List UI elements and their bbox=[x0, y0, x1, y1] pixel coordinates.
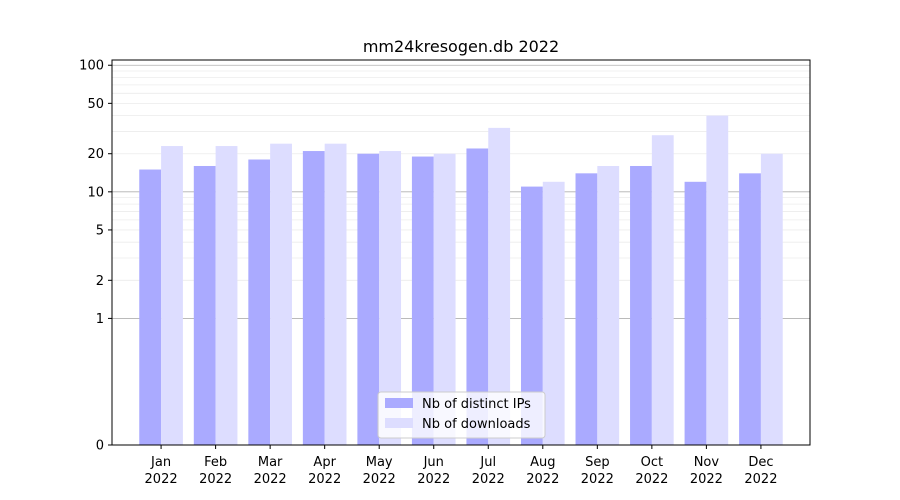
y-tick-label: 50 bbox=[87, 97, 104, 112]
chart-title: mm24kresogen.db 2022 bbox=[363, 37, 559, 56]
bar-distinct-ips bbox=[357, 153, 380, 446]
y-axis: 0 1 2 5 10 20 50 100 bbox=[79, 59, 112, 454]
x-tick-label-year: 2022 bbox=[472, 472, 505, 487]
x-tick-label-month: Aug bbox=[530, 455, 555, 470]
legend-label: Nb of downloads bbox=[422, 417, 531, 432]
bar-downloads bbox=[324, 143, 347, 445]
x-tick-label-month: Jan bbox=[150, 455, 171, 470]
bar-downloads bbox=[215, 146, 238, 445]
x-tick-label-year: 2022 bbox=[417, 472, 450, 487]
legend-swatch bbox=[385, 418, 413, 428]
x-tick-label-month: May bbox=[366, 455, 393, 470]
bar-distinct-ips bbox=[739, 173, 761, 445]
x-tick-label-month: Nov bbox=[694, 455, 720, 470]
y-tick-label: 20 bbox=[87, 147, 104, 162]
y-tick-label: 1 bbox=[96, 312, 104, 327]
x-tick-label-year: 2022 bbox=[526, 472, 559, 487]
bar-distinct-ips bbox=[411, 156, 434, 446]
x-tick-label-year: 2022 bbox=[744, 472, 777, 487]
bars bbox=[139, 115, 783, 446]
legend-label: Nb of distinct IPs bbox=[422, 397, 531, 412]
bar-downloads bbox=[488, 127, 511, 445]
x-tick-label-year: 2022 bbox=[145, 472, 178, 487]
bar-downloads bbox=[433, 153, 456, 446]
legend-box bbox=[377, 391, 546, 439]
x-tick-label-month: Jul bbox=[479, 455, 496, 470]
bar-distinct-ips bbox=[520, 186, 543, 446]
x-tick-label-month: Apr bbox=[313, 455, 336, 470]
x-tick-label-year: 2022 bbox=[363, 472, 396, 487]
x-tick-label-month: Sep bbox=[585, 455, 610, 470]
bar-downloads bbox=[760, 153, 783, 446]
bar-distinct-ips bbox=[630, 165, 652, 446]
x-tick-label-month: Jun bbox=[423, 455, 444, 470]
bar-downloads bbox=[161, 146, 183, 445]
y-tick-label: 100 bbox=[79, 59, 104, 74]
y-tick-label: 10 bbox=[87, 185, 104, 200]
y-tick-label: 0 bbox=[96, 439, 104, 454]
legend-swatch bbox=[385, 398, 413, 408]
y-tick-label: 2 bbox=[96, 274, 104, 289]
x-axis: Jan 2022 Feb 2022 Mar 2022 Apr 2022 May 2022 Jun 20… bbox=[145, 445, 777, 487]
bar-downloads bbox=[651, 135, 674, 445]
bar-downloads bbox=[597, 165, 620, 446]
x-tick-label-month: Mar bbox=[258, 455, 283, 470]
bar-distinct-ips bbox=[302, 151, 325, 445]
bar-distinct-ips bbox=[248, 159, 271, 445]
bar-downloads bbox=[542, 181, 565, 445]
x-tick-label-year: 2022 bbox=[690, 472, 723, 487]
bar-downloads bbox=[270, 143, 292, 445]
x-tick-label-year: 2022 bbox=[635, 472, 668, 487]
bar-distinct-ips bbox=[575, 173, 598, 445]
bar-distinct-ips bbox=[139, 169, 162, 445]
bar-downloads bbox=[379, 151, 402, 445]
plot-frame bbox=[111, 59, 811, 446]
bar-distinct-ips bbox=[684, 181, 707, 445]
y-tick-label: 5 bbox=[96, 223, 104, 238]
legend: Nb of distinct IPs Nb of downloads bbox=[377, 391, 546, 439]
x-tick-label-month: Feb bbox=[204, 455, 227, 470]
bar-distinct-ips bbox=[193, 165, 216, 446]
x-tick-label-year: 2022 bbox=[581, 472, 614, 487]
x-tick-label-month: Dec bbox=[748, 455, 773, 470]
bar-downloads bbox=[706, 115, 729, 445]
bar-distinct-ips bbox=[466, 148, 489, 445]
x-tick-label-month: Oct bbox=[641, 455, 663, 470]
x-tick-label-year: 2022 bbox=[308, 472, 341, 487]
x-tick-label-year: 2022 bbox=[199, 472, 232, 487]
x-tick-label-year: 2022 bbox=[254, 472, 287, 487]
